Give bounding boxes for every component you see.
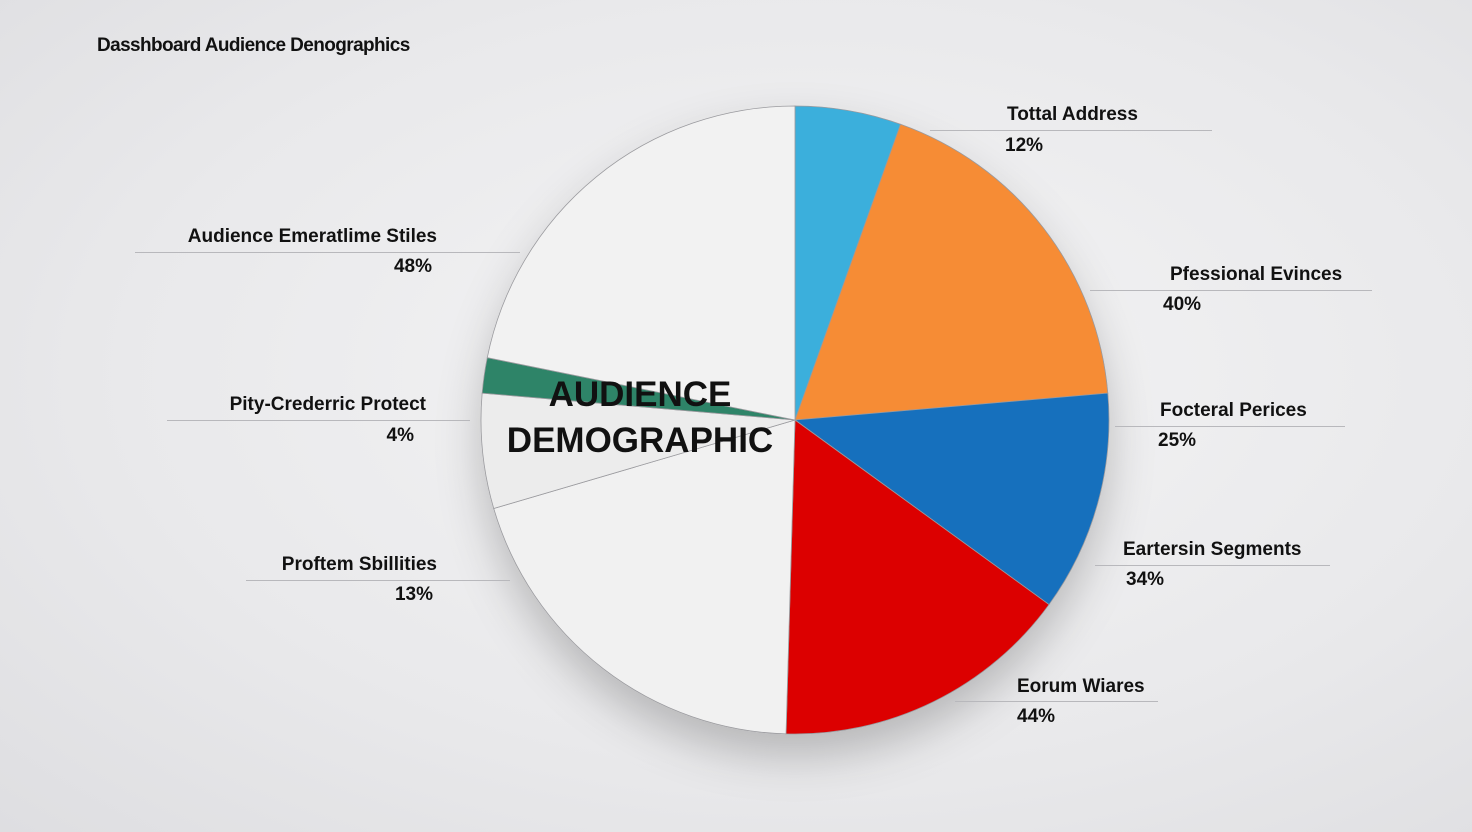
slice-value-label: 48% [393,256,432,277]
page-title: Dasshboard Audience Denographics [97,35,410,56]
leader-line [135,252,520,253]
leader-line [1095,565,1330,566]
pie-slice [785,419,1050,735]
leader-line [1090,290,1372,291]
slice-value-label: 12% [1005,135,1044,156]
center-label: AUDIENCE DEMOGRAPHIC [506,375,774,460]
pie-slice [793,392,1110,606]
slice-label: Eartersin Segments [1123,539,1302,560]
pie-slice [794,123,1109,421]
slice-value-label: 13% [394,584,433,605]
slice-label: Proftem Sbillities [281,554,437,575]
leader-line [930,130,1212,131]
slice-label: Pity-Crederric Protect [229,394,426,415]
leader-line [955,701,1158,702]
slice-label: Focteral Perices [1160,400,1307,421]
slice-value-label: 25% [1158,430,1197,451]
slice-label: Tottal Address [1007,104,1138,125]
leader-line [1115,426,1345,427]
slice-label: Eorum Wiares [1017,676,1145,697]
pie [480,105,1110,735]
leader-line [246,580,510,581]
pie-slice [486,105,796,421]
slice-label: Audience Emeratlime Stiles [187,226,437,247]
slice-value-label: 4% [386,425,414,446]
slice-value-label: 34% [1126,569,1165,590]
pie-slice [493,419,796,735]
leader-line [167,420,470,421]
slice-value-label: 44% [1017,706,1056,727]
slice-value-label: 40% [1163,294,1202,315]
slice-label: Pfessional Evinces [1170,264,1343,285]
